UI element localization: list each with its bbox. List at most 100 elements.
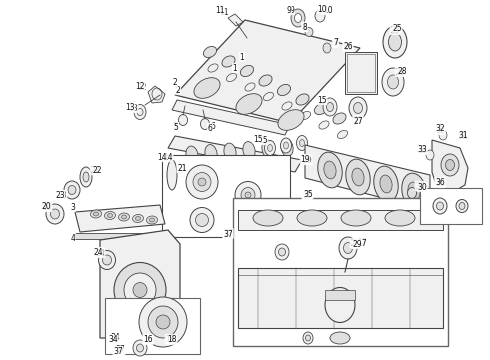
Text: 25: 25 — [390, 26, 400, 35]
Ellipse shape — [278, 110, 304, 130]
Text: 15: 15 — [317, 95, 327, 104]
Ellipse shape — [408, 188, 416, 198]
Text: 11: 11 — [215, 5, 225, 14]
Ellipse shape — [156, 315, 170, 329]
Ellipse shape — [305, 27, 313, 36]
Ellipse shape — [245, 83, 255, 91]
Text: 16: 16 — [143, 336, 153, 345]
Text: 20: 20 — [42, 202, 52, 212]
Ellipse shape — [374, 166, 398, 202]
Polygon shape — [175, 20, 360, 123]
Ellipse shape — [241, 188, 255, 202]
Ellipse shape — [208, 64, 218, 72]
Polygon shape — [100, 230, 180, 338]
Text: 29: 29 — [352, 239, 362, 248]
Ellipse shape — [122, 215, 126, 219]
Text: 37: 37 — [113, 346, 123, 356]
Ellipse shape — [143, 316, 161, 336]
Ellipse shape — [277, 85, 291, 95]
Text: 30: 30 — [417, 183, 427, 192]
Text: 12: 12 — [135, 81, 145, 90]
Ellipse shape — [245, 192, 251, 198]
Text: 19: 19 — [300, 154, 310, 163]
Ellipse shape — [148, 306, 178, 338]
Text: 31: 31 — [458, 131, 468, 140]
Ellipse shape — [339, 237, 357, 259]
Ellipse shape — [284, 142, 289, 149]
Text: 20: 20 — [41, 202, 51, 211]
Text: 37: 37 — [115, 346, 125, 355]
Ellipse shape — [145, 325, 151, 334]
Ellipse shape — [291, 9, 305, 27]
Ellipse shape — [303, 332, 313, 344]
Ellipse shape — [384, 229, 400, 241]
Ellipse shape — [133, 283, 147, 297]
Text: 5: 5 — [173, 122, 178, 131]
Ellipse shape — [388, 75, 398, 89]
Ellipse shape — [114, 262, 166, 318]
Text: 5: 5 — [172, 122, 177, 131]
Ellipse shape — [205, 145, 217, 162]
Text: 17: 17 — [357, 238, 367, 247]
Ellipse shape — [107, 213, 113, 217]
Ellipse shape — [124, 273, 156, 307]
Ellipse shape — [253, 210, 283, 226]
Text: 2: 2 — [175, 86, 180, 95]
Ellipse shape — [324, 161, 336, 179]
Ellipse shape — [118, 325, 126, 335]
Text: 28: 28 — [395, 68, 405, 77]
Ellipse shape — [456, 199, 468, 212]
Text: 21: 21 — [177, 163, 187, 172]
Ellipse shape — [282, 102, 292, 110]
Ellipse shape — [459, 202, 465, 210]
Ellipse shape — [46, 204, 64, 224]
Text: 27: 27 — [353, 117, 363, 126]
Text: 16: 16 — [143, 334, 153, 343]
Text: 1: 1 — [240, 53, 245, 62]
Ellipse shape — [338, 130, 347, 139]
Ellipse shape — [186, 165, 218, 199]
Text: 26: 26 — [343, 42, 353, 51]
Text: 27: 27 — [353, 116, 363, 125]
Ellipse shape — [265, 140, 275, 156]
Text: 4: 4 — [71, 234, 75, 243]
Ellipse shape — [194, 78, 220, 98]
Text: 37: 37 — [223, 229, 233, 238]
Text: 10: 10 — [317, 5, 327, 14]
Ellipse shape — [203, 46, 217, 58]
Ellipse shape — [264, 93, 273, 100]
Ellipse shape — [50, 209, 59, 219]
Text: 21: 21 — [177, 163, 187, 172]
Ellipse shape — [312, 214, 328, 226]
Text: 11: 11 — [219, 8, 229, 17]
Ellipse shape — [315, 10, 325, 22]
Ellipse shape — [323, 98, 337, 116]
Text: 35: 35 — [303, 189, 313, 198]
Ellipse shape — [133, 340, 147, 356]
Ellipse shape — [402, 173, 426, 209]
Ellipse shape — [132, 215, 144, 222]
Ellipse shape — [222, 56, 235, 67]
Ellipse shape — [226, 73, 237, 82]
Text: 31: 31 — [457, 131, 467, 140]
Ellipse shape — [119, 213, 129, 221]
Ellipse shape — [193, 172, 211, 192]
Ellipse shape — [382, 68, 404, 96]
Text: 23: 23 — [55, 190, 65, 199]
Ellipse shape — [178, 114, 188, 126]
Polygon shape — [305, 145, 430, 210]
Text: 32: 32 — [435, 126, 445, 135]
Text: 28: 28 — [397, 67, 407, 76]
Polygon shape — [432, 140, 468, 192]
Ellipse shape — [268, 144, 272, 152]
Ellipse shape — [91, 210, 101, 218]
Ellipse shape — [380, 175, 392, 193]
Text: 36: 36 — [435, 179, 445, 188]
Text: 1: 1 — [233, 63, 237, 72]
Bar — [325, 290, 355, 300]
Polygon shape — [75, 205, 165, 232]
Ellipse shape — [300, 111, 311, 120]
Ellipse shape — [341, 210, 371, 226]
Ellipse shape — [323, 43, 331, 53]
Ellipse shape — [235, 181, 261, 208]
